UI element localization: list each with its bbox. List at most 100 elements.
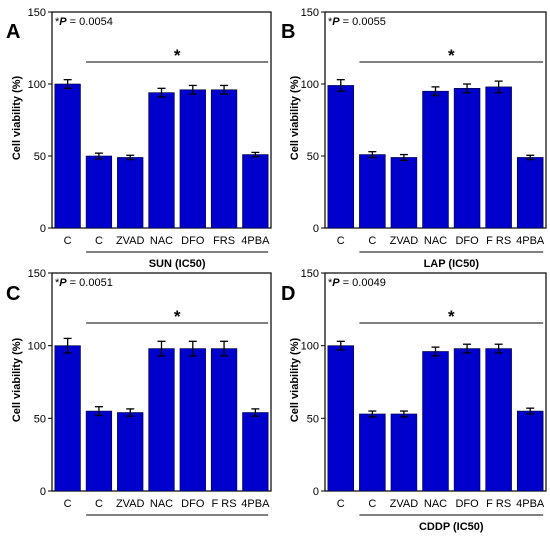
bar [210,348,238,492]
p-value-number: = 0.0054 [67,16,113,28]
x-tick-label: F RS [486,235,511,247]
y-axis-label: Cell viability (%) [11,75,23,160]
p-value-variable: P [332,16,340,28]
x-tick-label: NAC [150,498,173,510]
p-value-annotation: *P = 0.0054 [55,16,113,28]
panel-d: D 0 50 100 150 Cell viability (%) C C ZVAD NAC DFO… [281,268,547,533]
y-tick-label: 150 [301,268,319,280]
y-tick-label: 100 [28,341,46,353]
panel-letter: A [6,21,20,43]
x-tick-label: 4PBA [241,498,270,510]
x-tick-label: DFO [455,498,479,510]
bar [117,157,144,229]
y-axis-label: Cell viability (%) [289,337,301,422]
x-tick-label: C [95,498,103,510]
panel-letter: C [6,283,20,305]
bar [485,348,512,492]
p-value-prefix: * [55,277,60,289]
x-tick-label: ZVAD [390,235,419,247]
x-tick-label: ZVAD [116,498,145,510]
p-value-variable: P [59,277,67,289]
x-tick-label: ZVAD [116,235,145,247]
bar [516,157,544,229]
p-value-number: = 0.0051 [67,277,113,289]
y-tick-label: 50 [307,151,319,163]
bar [422,351,449,492]
bar [453,88,481,229]
significance-star: * [448,307,455,326]
y-tick-label: 50 [34,151,46,163]
x-tick-label: C [64,235,72,247]
x-tick-label: ZVAD [390,498,419,510]
bar [148,92,175,229]
y-axis-label: Cell viability (%) [11,337,23,422]
y-tick-label: 150 [301,7,319,19]
significance-star: * [174,46,181,65]
bar [422,90,449,229]
x-tick-label: F RS [486,498,511,510]
bar [359,154,386,229]
y-tick-label: 0 [40,486,46,498]
y-tick-label: 100 [28,79,46,91]
panel-a: A 0 50 100 150 Cell viability (%) C C ZVAD NAC DFO… [6,7,272,270]
bar [210,89,238,229]
p-value-annotation: *P = 0.0055 [328,16,386,28]
group-label: CDDP (IC50) [419,521,484,533]
p-value-prefix: * [328,16,333,28]
y-tick-label: 150 [28,268,46,280]
panel-b: B 0 50 100 150 Cell viability (%) C C ZVAD NAC DFO… [281,7,547,270]
bar [54,345,81,492]
x-tick-label: C [337,235,345,247]
bar [327,85,355,229]
x-tick-label: 4PBA [516,235,545,247]
y-tick-label: 100 [301,79,319,91]
p-value-number: = 0.0049 [340,277,386,289]
bar [485,86,512,229]
bar [453,348,481,492]
significance-star: * [448,46,455,65]
y-axis-label: Cell viability (%) [289,75,301,160]
y-tick-label: 0 [40,223,46,235]
group-label: SUN (IC50) [149,258,206,270]
bar [327,345,355,492]
y-tick-label: 50 [34,413,46,425]
y-tick-label: 150 [28,7,46,19]
p-value-variable: P [59,16,67,28]
bar [117,412,144,492]
bar [179,348,206,492]
bar [85,155,113,229]
significance-star: * [174,307,181,326]
y-tick-label: 0 [313,486,319,498]
x-tick-label: C [64,498,72,510]
bar [242,154,269,229]
bar [85,410,113,492]
bar [390,413,418,492]
y-tick-label: 100 [301,341,319,353]
x-tick-label: F RS [212,498,237,510]
x-tick-label: NAC [424,235,447,247]
bar [179,89,206,229]
p-value-prefix: * [328,277,333,289]
x-tick-label: FRS [213,235,235,247]
panel-c: C 0 50 100 150 Cell viability (%) C C ZVAD NAC DFO… [6,268,272,516]
bar [148,348,175,492]
x-tick-label: C [337,498,345,510]
y-tick-label: 50 [307,413,319,425]
p-value-variable: P [332,277,340,289]
x-tick-label: NAC [424,498,447,510]
panel-letter: D [281,283,295,305]
p-value-number: = 0.0055 [340,16,386,28]
bar [516,410,544,492]
x-tick-label: C [95,235,103,247]
x-tick-label: C [368,498,376,510]
p-value-annotation: *P = 0.0049 [328,277,386,289]
y-tick-label: 0 [313,223,319,235]
bar [359,413,386,492]
p-value-prefix: * [55,16,60,28]
x-tick-label: 4PBA [241,235,270,247]
bar [390,157,418,229]
x-tick-label: C [368,235,376,247]
group-label: LAP (IC50) [424,258,480,270]
x-tick-label: 4PBA [516,498,545,510]
